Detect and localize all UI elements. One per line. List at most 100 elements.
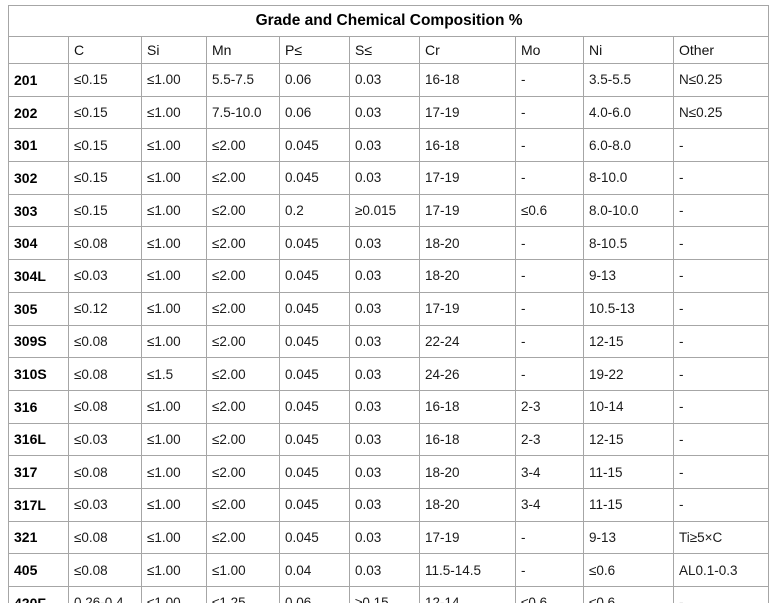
grade-cell: 309S xyxy=(8,324,69,359)
value-cell: 0.03 xyxy=(349,553,420,587)
value-cell: ≤1.00 xyxy=(141,226,207,261)
table-row: 302 ≤0.15 ≤1.00 ≤2.00 0.045 0.03 17-19-8-10.0- xyxy=(8,161,770,195)
value-cell: - xyxy=(672,161,770,195)
value-cell: ≤0.08 xyxy=(68,520,142,555)
value-cell: 0.045 xyxy=(279,357,350,391)
table-row: 317L ≤0.03 ≤1.00 ≤2.00 0.045 0.03 18-20 3-4 11-1… xyxy=(8,487,770,522)
value-cell: ≤0.08 xyxy=(68,357,142,391)
value-cell: - xyxy=(515,357,584,391)
value-cell: - xyxy=(672,455,770,489)
value-cell: 12-14 xyxy=(419,586,516,603)
value-cell: 17-19 xyxy=(419,291,516,326)
value-cell: 18-20 xyxy=(419,226,516,261)
value-cell: 0.03 xyxy=(349,455,420,489)
grade-cell: 305 xyxy=(8,291,69,326)
column-header: Mo xyxy=(515,36,584,64)
value-cell: ≤1.00 xyxy=(141,553,207,587)
value-cell: ≤1.00 xyxy=(141,259,207,293)
value-cell: ≤2.00 xyxy=(206,520,280,555)
value-cell: 0.045 xyxy=(279,520,350,555)
value-cell: ≤0.08 xyxy=(68,389,142,424)
value-cell: 0.03 xyxy=(349,389,420,424)
value-cell: - xyxy=(672,226,770,261)
value-cell: - xyxy=(672,128,770,163)
value-cell: - xyxy=(515,63,584,97)
table-row: 305 ≤0.12 ≤1.00 ≤2.00 0.045 0.03 17-19-10.5-13… xyxy=(8,291,770,326)
value-cell: 18-20 xyxy=(419,455,516,489)
value-cell: - xyxy=(515,520,584,555)
grade-cell: 310S xyxy=(8,357,69,391)
value-cell: - xyxy=(515,128,584,163)
value-cell: ≤1.00 xyxy=(141,455,207,489)
value-cell: ≤0.15 xyxy=(68,63,142,97)
value-cell: 16-18 xyxy=(419,422,516,457)
value-cell: ≤0.08 xyxy=(68,553,142,587)
value-cell: 0.03 xyxy=(349,357,420,391)
value-cell: ≤2.00 xyxy=(206,357,280,391)
grade-cell: 405 xyxy=(8,553,69,587)
table-row: 309S ≤0.08 ≤1.00 ≤2.00 0.045 0.03 22-24-12-15- xyxy=(8,324,770,359)
table-row: 202 ≤0.15 ≤1.00 7.5-10.0 0.06 0.03 17-19-4.0-6… xyxy=(8,95,770,130)
value-cell: 22-24 xyxy=(419,324,516,359)
value-cell: 19-22 xyxy=(583,357,674,391)
value-cell: 10-14 xyxy=(583,389,674,424)
value-cell: ≤2.00 xyxy=(206,389,280,424)
value-cell: 17-19 xyxy=(419,193,516,228)
value-cell: ≤2.00 xyxy=(206,455,280,489)
grade-cell: 316L xyxy=(8,422,69,457)
value-cell: - xyxy=(672,487,770,522)
value-cell: 12-15 xyxy=(583,422,674,457)
value-cell: 2-3 xyxy=(515,389,584,424)
value-cell: 0.045 xyxy=(279,161,350,195)
value-cell: - xyxy=(515,226,584,261)
value-cell: ≤1.00 xyxy=(141,161,207,195)
value-cell: ≤2.00 xyxy=(206,291,280,326)
value-cell: 12-15 xyxy=(583,324,674,359)
value-cell: 0.06 xyxy=(279,586,350,603)
value-cell: ≥0.15 xyxy=(349,586,420,603)
column-header: Ni xyxy=(583,36,674,64)
value-cell: 4.0-6.0 xyxy=(583,95,674,130)
value-cell: 6.0-8.0 xyxy=(583,128,674,163)
value-cell: 18-20 xyxy=(419,259,516,293)
table-body: 201 ≤0.15 ≤1.00 5.5-7.5 0.06 0.03 16-18-3.5-5.… xyxy=(8,63,770,603)
value-cell: ≤0.6 xyxy=(515,586,584,603)
value-cell: ≤2.00 xyxy=(206,324,280,359)
value-cell: 0.045 xyxy=(279,226,350,261)
value-cell: 0.045 xyxy=(279,291,350,326)
value-cell: 16-18 xyxy=(419,63,516,97)
value-cell: ≤1.00 xyxy=(141,586,207,603)
value-cell: 24-26 xyxy=(419,357,516,391)
value-cell: 0.03 xyxy=(349,161,420,195)
grade-cell: 201 xyxy=(8,63,69,97)
value-cell: 0.2 xyxy=(279,193,350,228)
table-row: 201 ≤0.15 ≤1.00 5.5-7.5 0.06 0.03 16-18-3.5-5.… xyxy=(8,63,770,97)
value-cell: ≤1.00 xyxy=(141,422,207,457)
value-cell: ≤0.12 xyxy=(68,291,142,326)
value-cell: 17-19 xyxy=(419,161,516,195)
value-cell: - xyxy=(672,389,770,424)
value-cell: 3-4 xyxy=(515,455,584,489)
grade-cell: 202 xyxy=(8,95,69,130)
table-row: 321 ≤0.08 ≤1.00 ≤2.00 0.045 0.03 17-19-9-13 Ti≥… xyxy=(8,520,770,555)
grade-cell: 301 xyxy=(8,128,69,163)
value-cell: ≤0.03 xyxy=(68,487,142,522)
value-cell: 0.04 xyxy=(279,553,350,587)
value-cell: ≤2.00 xyxy=(206,161,280,195)
table-row: 301 ≤0.15 ≤1.00 ≤2.00 0.045 0.03 16-18-6.0-8.0… xyxy=(8,128,770,163)
value-cell: - xyxy=(515,95,584,130)
column-header: Si xyxy=(141,36,207,64)
value-cell: - xyxy=(515,553,584,587)
value-cell: ≤1.00 xyxy=(141,193,207,228)
value-cell: ≤1.00 xyxy=(141,128,207,163)
value-cell: 0.03 xyxy=(349,324,420,359)
value-cell: 5.5-7.5 xyxy=(206,63,280,97)
value-cell: - xyxy=(672,586,770,603)
value-cell: - xyxy=(515,259,584,293)
grade-cell: 321 xyxy=(8,520,69,555)
table-row: 310S ≤0.08 ≤1.5 ≤2.00 0.045 0.03 24-26-19-22- xyxy=(8,357,770,391)
value-cell: 0.045 xyxy=(279,422,350,457)
value-cell: - xyxy=(672,422,770,457)
value-cell: - xyxy=(672,324,770,359)
value-cell: ≤0.6 xyxy=(515,193,584,228)
